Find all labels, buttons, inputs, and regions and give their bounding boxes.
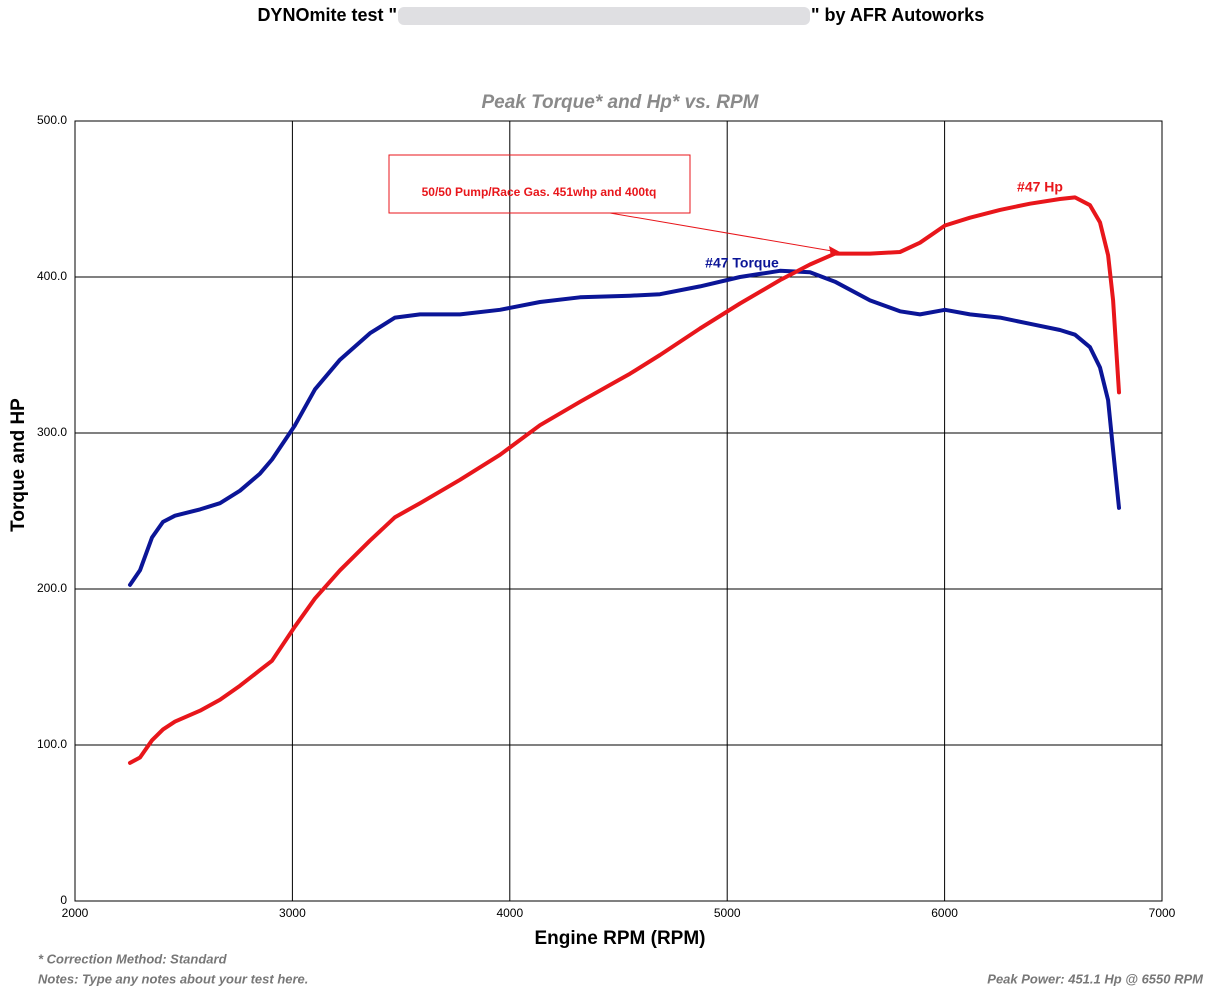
y-tick-label: 0	[60, 893, 67, 907]
annotation-arrow	[609, 212, 833, 252]
chart-title-suffix: " by AFR Autoworks	[811, 5, 984, 25]
y-tick-label: 200.0	[37, 581, 67, 595]
series-label: #47 Hp	[1017, 179, 1063, 195]
annotation: 50/50 Pump/Race Gas. 451whp and 400tq	[422, 185, 657, 199]
footnote: * Correction Method: Standard	[38, 951, 228, 966]
y-tick-label: 500.0	[37, 113, 67, 127]
y-tick-label: 300.0	[37, 425, 67, 439]
x-tick-label: 7000	[1149, 906, 1176, 920]
x-tick-label: 5000	[714, 906, 741, 920]
footnote: Notes: Type any notes about your test he…	[38, 971, 308, 986]
y-tick-label: 400.0	[37, 269, 67, 283]
series-label: #47 Torque	[705, 255, 779, 271]
series-line	[128, 195, 1121, 765]
plot-frame	[74, 120, 1163, 902]
chart-title: DYNOmite test "	[257, 5, 397, 25]
x-tick-label: 2000	[62, 906, 89, 920]
plot-area: 0 100.0 200.0 300.0 400.0 500.0 2000 3000 4000 50…	[37, 113, 1176, 920]
x-axis-label: Engine RPM (RPM)	[535, 928, 706, 949]
y-axis-label: Torque and HP	[8, 398, 29, 532]
chart-subtitle: Peak Torque* and Hp* vs. RPM	[482, 92, 760, 113]
annotation-arrowhead	[829, 246, 840, 256]
annotation-box	[388, 154, 691, 214]
x-tick-label: 3000	[279, 906, 306, 920]
x-tick-label: 6000	[931, 906, 958, 920]
footnote: Peak Power: 451.1 Hp @ 6550 RPM	[987, 971, 1204, 986]
blurred-text	[398, 7, 810, 25]
y-tick-label: 100.0	[37, 737, 67, 751]
series-line	[128, 268, 1121, 587]
x-tick-label: 4000	[496, 906, 523, 920]
